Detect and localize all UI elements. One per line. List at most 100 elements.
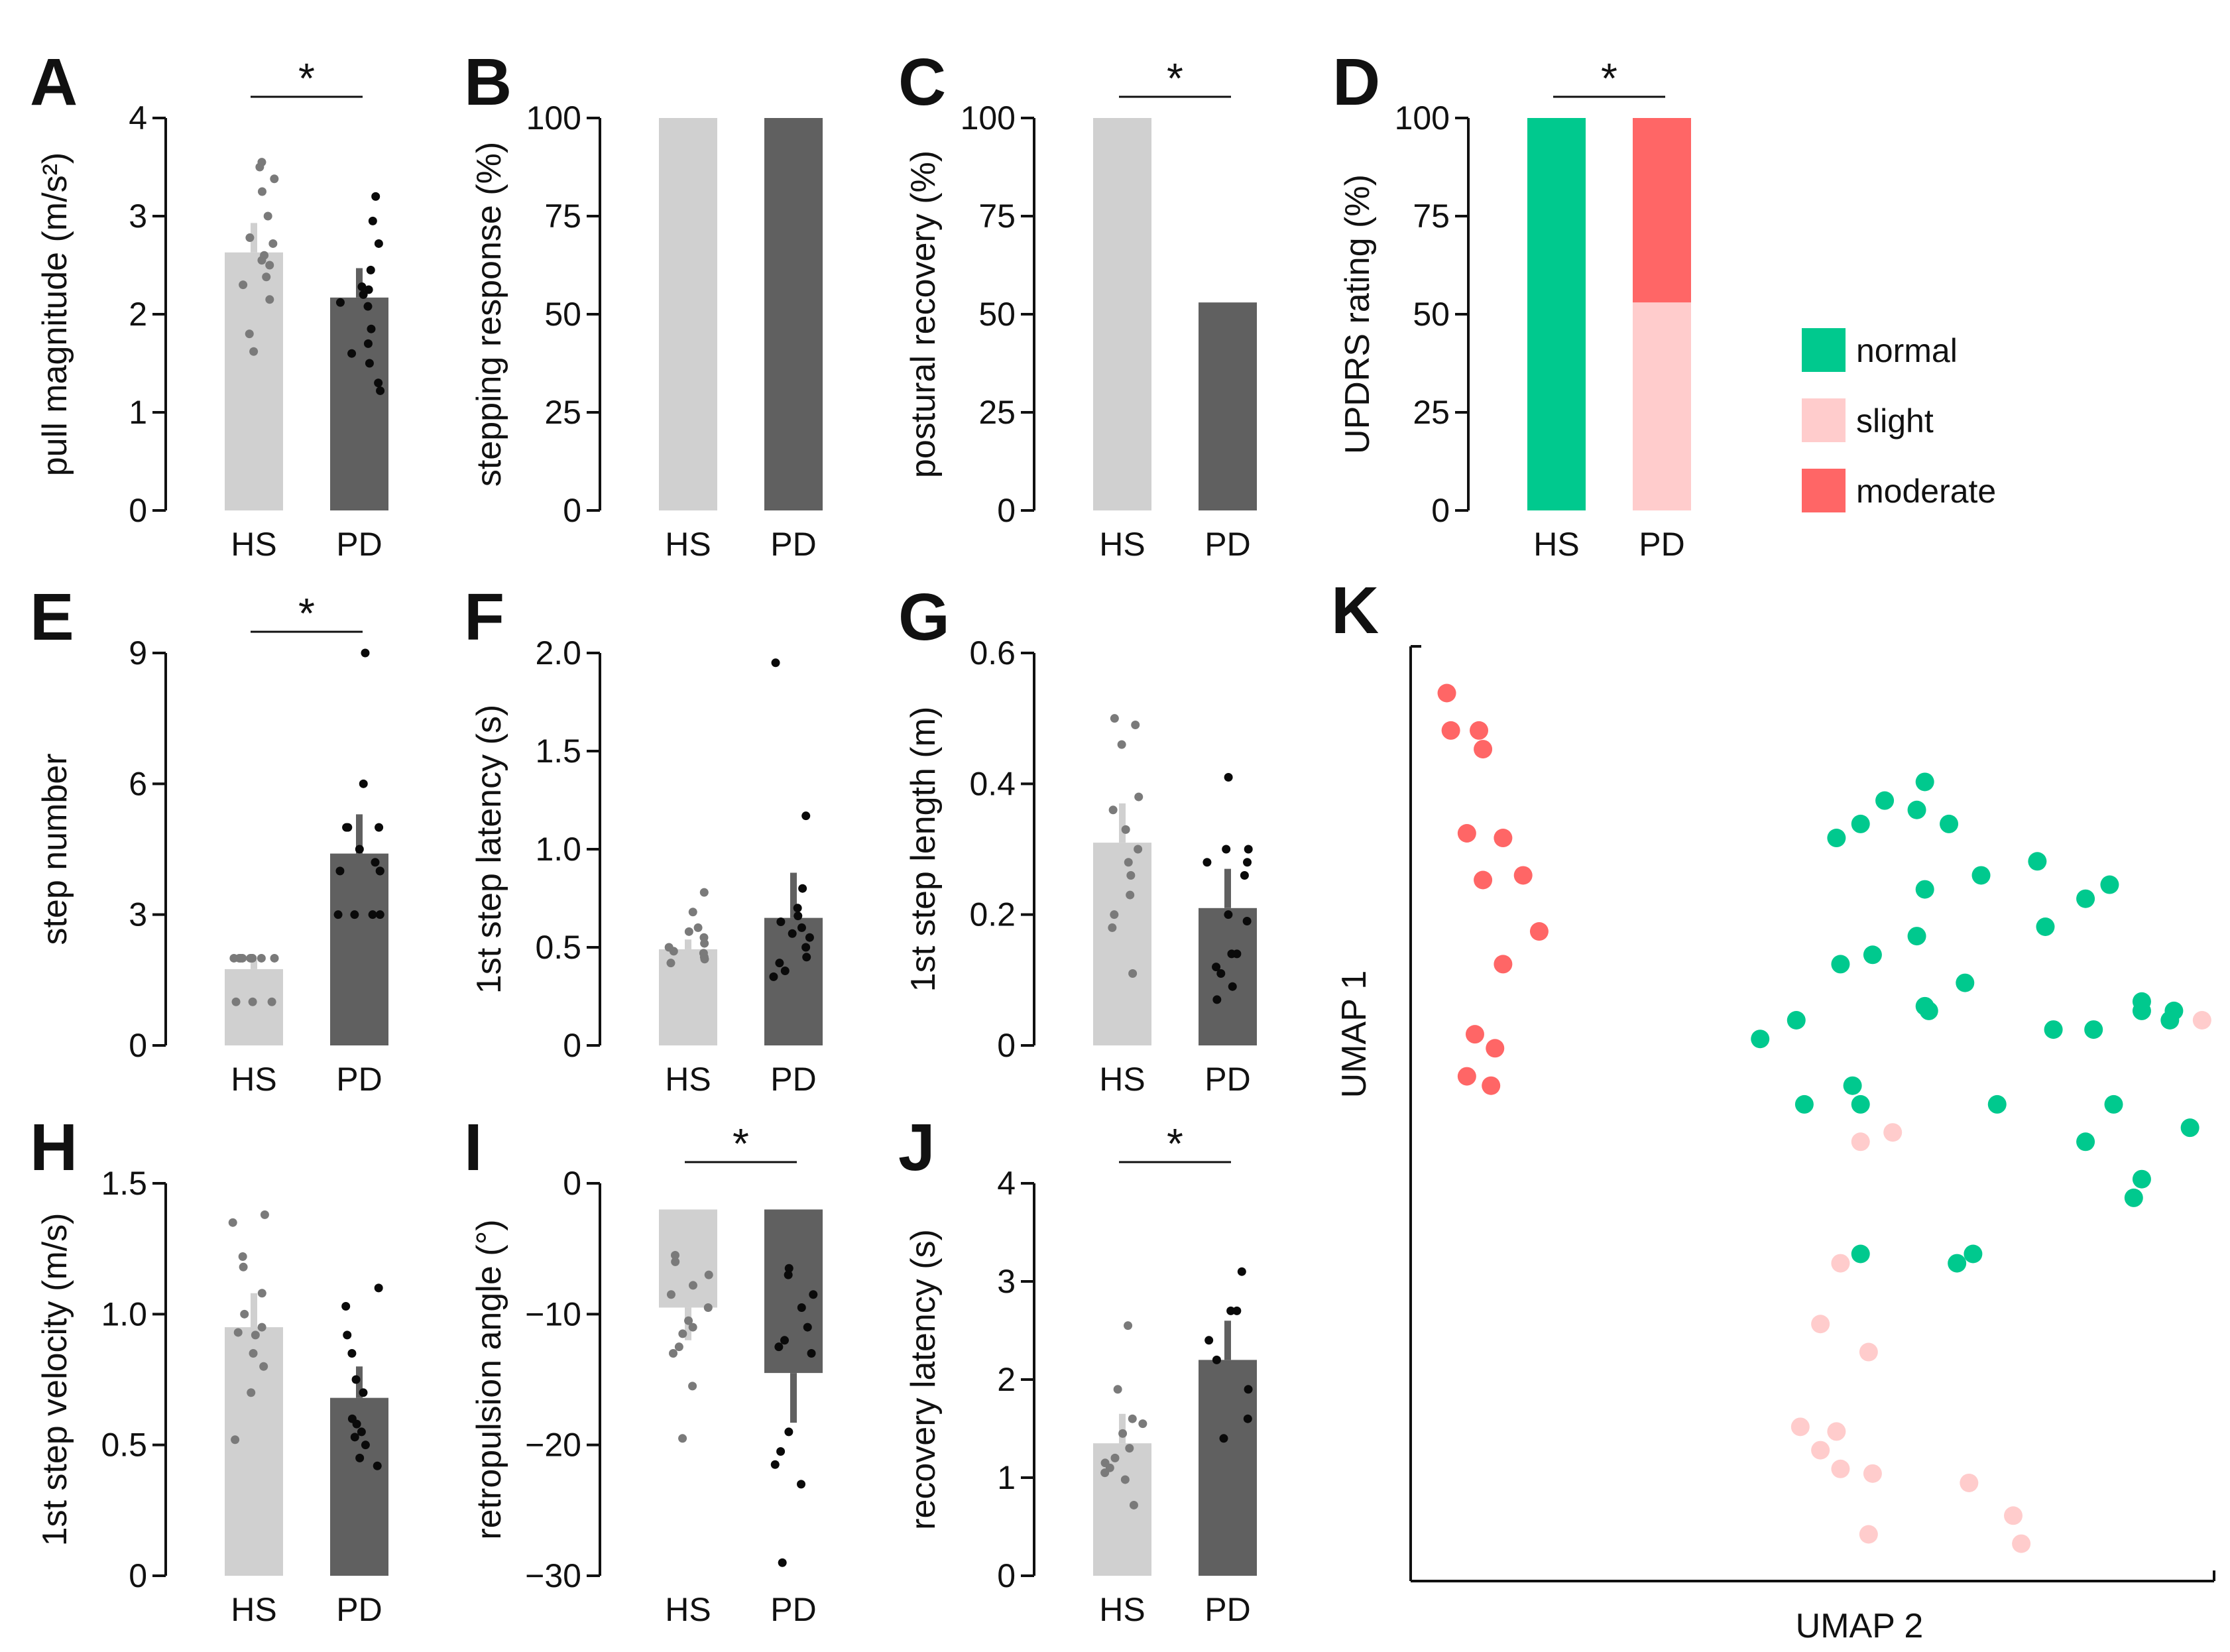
y-axis-label: step number [36, 753, 74, 945]
bar-slight-pd [1633, 302, 1691, 510]
data-point [335, 866, 345, 876]
category-label: HS [1533, 526, 1579, 563]
category-label: PD [1639, 526, 1684, 563]
point-normal [2028, 852, 2047, 871]
data-point [357, 282, 367, 292]
bar-pd [764, 118, 823, 510]
data-point [1113, 1385, 1122, 1394]
data-point [1212, 995, 1222, 1004]
data-point [352, 1419, 361, 1429]
point-normal [2100, 875, 2119, 894]
y-tick-label: 50 [544, 296, 581, 333]
y-tick-label: 1 [129, 394, 147, 431]
data-point [1126, 870, 1136, 880]
data-point [375, 823, 384, 832]
data-point [1242, 917, 1252, 926]
y-tick-label: 0 [997, 492, 1016, 529]
bar-pd [330, 297, 388, 510]
data-point [371, 192, 381, 201]
data-point [363, 339, 373, 348]
category-label: PD [336, 1061, 382, 1098]
data-point [231, 997, 241, 1006]
data-point [700, 955, 709, 964]
significance-star: * [1167, 54, 1183, 102]
point-slight [1960, 1473, 1979, 1492]
y-tick-label: 0 [563, 1027, 581, 1064]
data-point [1125, 1444, 1134, 1453]
data-point [778, 1558, 787, 1567]
point-normal [1843, 1076, 1862, 1095]
data-point [1244, 845, 1253, 854]
point-slight [1831, 1459, 1850, 1478]
bar-hs [1093, 118, 1151, 510]
data-point [1110, 910, 1119, 919]
point-moderate [1457, 1067, 1476, 1086]
point-normal [1948, 1254, 1967, 1273]
data-point [375, 866, 384, 876]
data-point [231, 1435, 240, 1445]
y-tick-label: 75 [544, 198, 581, 235]
data-point [1212, 1355, 1221, 1364]
y-tick-label: 1.0 [101, 1295, 147, 1332]
point-moderate [1482, 1076, 1501, 1095]
point-normal [1907, 927, 1926, 946]
data-point [245, 329, 254, 339]
panel-label: I [464, 1110, 483, 1185]
y-axis-label: recovery latency (s) [904, 1229, 943, 1530]
data-point [248, 997, 257, 1006]
category-label: PD [770, 1061, 816, 1098]
y-axis-label: UMAP 1 [1335, 971, 1374, 1098]
data-point [350, 1433, 359, 1442]
data-point [1129, 1500, 1138, 1509]
data-point [669, 947, 678, 956]
category-label: PD [1204, 526, 1250, 563]
y-tick-label: −10 [525, 1295, 581, 1332]
data-point [361, 1441, 370, 1450]
data-point [359, 1388, 368, 1397]
point-normal [1956, 973, 1975, 992]
data-point [259, 1362, 268, 1371]
significance-star: * [298, 54, 315, 102]
panel-label: K [1331, 573, 1379, 648]
data-point [780, 967, 790, 976]
point-normal [1794, 1094, 1814, 1114]
data-point [240, 1309, 249, 1319]
data-point [1243, 1414, 1252, 1423]
data-point [374, 1283, 383, 1293]
data-point [797, 1303, 806, 1312]
x-axis-label: UMAP 2 [1796, 1607, 1924, 1645]
y-tick-label: 1.5 [535, 733, 581, 770]
bar-pd [1199, 302, 1257, 510]
data-point [262, 272, 271, 282]
panel-label: H [30, 1110, 78, 1185]
data-point [784, 1427, 793, 1437]
data-point [249, 1349, 258, 1358]
bar-hs [659, 118, 717, 510]
data-point [678, 1329, 687, 1338]
panel-k: K UMAP 1 UMAP 2 [1331, 573, 2215, 1645]
data-point [366, 265, 375, 274]
legend: normal slight moderate [1802, 328, 1996, 512]
category-label: PD [770, 1591, 816, 1628]
data-point [775, 959, 784, 968]
data-point [704, 1270, 713, 1279]
panel-j: J 0 1 2 3 4 recovery latency (s) HS PD * [898, 1110, 1257, 1628]
point-slight [1859, 1525, 1878, 1544]
data-point [798, 884, 807, 893]
y-axis-label: 1st step latency (s) [470, 705, 508, 994]
data-point [368, 216, 377, 225]
point-normal [1971, 866, 1991, 885]
data-point [368, 910, 377, 919]
data-point [776, 917, 786, 927]
data-point [1120, 1475, 1130, 1484]
point-moderate [1474, 870, 1493, 890]
significance-star: * [1167, 1120, 1183, 1167]
y-tick-label: 25 [544, 394, 581, 431]
data-point [803, 1323, 812, 1332]
point-moderate [1441, 721, 1460, 740]
y-axis-label: stepping response (%) [470, 142, 508, 487]
y-tick-label: 2 [129, 296, 147, 333]
data-point [1134, 845, 1143, 854]
